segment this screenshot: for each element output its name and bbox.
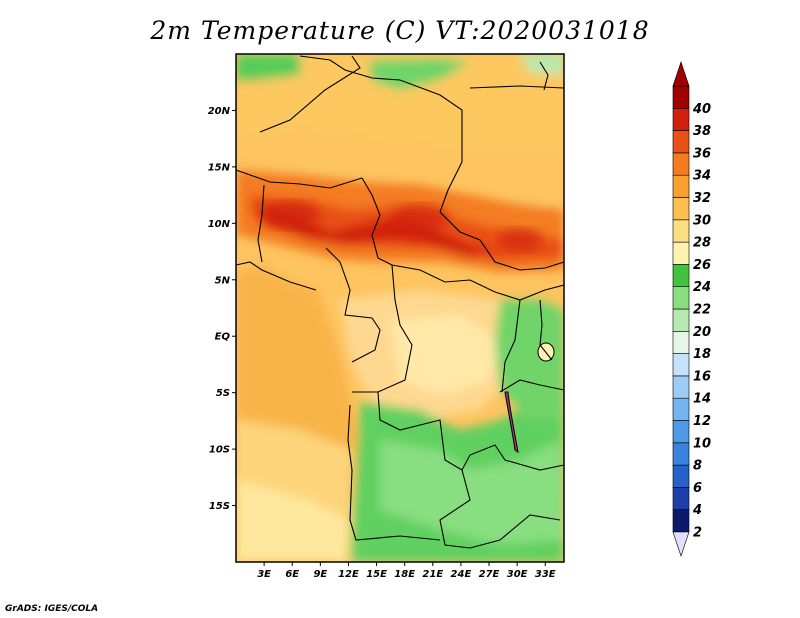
southern-ocean-pale-region [236,480,348,562]
north-green-patch-west [236,54,300,82]
colorbar-segment [672,219,690,243]
axis-ticks: 20N 15N 10N 5N EQ 5S 10S 15S 3E 6E 9E 12E 15E 18E 21E 2… [208,106,556,580]
colorbar-label: 24 [693,280,711,295]
colorbar-segment [672,286,690,310]
colorbar-label: 16 [693,369,711,384]
lon-tick-label: 15E [366,569,387,580]
border-car-drc [391,264,564,301]
lon-tick-label: 24E [451,569,472,580]
colorbar-label: 20 [693,325,711,340]
border-benin [257,184,265,263]
sahel-hottest-core [260,205,500,258]
border-nile-delta [539,61,549,91]
colorbar-label: 26 [693,258,711,273]
lat-tick-label: 5N [215,275,231,286]
border-zambia-south [469,514,561,549]
lon-tick-label: 33E [535,569,556,580]
lat-tick-label: 10S [209,445,230,456]
map-frame [235,53,565,563]
colorbar-segment [672,353,690,377]
north-green-patch-central [370,58,470,90]
coastline-gulf-of-guinea [236,261,317,291]
border-angola-coast [347,404,441,541]
hot-spot-nigeria [260,201,320,229]
border-car-sudan [439,211,564,271]
colorbar-label: 28 [693,236,711,251]
lat-tick-label: 15S [209,501,230,512]
colorbar-segment [672,308,690,332]
colorbar-label: 12 [693,414,711,429]
lon-tick-label: 27E [479,569,500,580]
border-algeria-libya-chad [299,55,463,213]
colorbar-segment [672,264,690,287]
colorbar-label: 8 [693,459,702,474]
lat-tick-label: 5S [216,388,230,399]
colorbar-label: 4 [692,503,702,518]
colorbar-segment [672,487,690,510]
border-drc-uganda-rwanda [501,299,521,393]
east-africa-highlands [495,300,564,420]
colorbar-label: 34 [693,169,711,184]
border-algeria-niger [259,55,361,133]
colorbar-segment [672,464,690,488]
colorbar-label: 22 [693,303,711,318]
lon-tick-label: 18E [394,569,415,580]
border-cameroon-gabon-congo [325,247,381,363]
colorbar-segment [672,509,690,533]
lon-tick-label: 12E [338,569,359,580]
colorbar-segment [672,85,690,109]
border-tanzania-north [499,379,564,393]
colorbar-label: 32 [693,191,711,206]
hot-spot-chad [392,204,448,232]
country-borders [236,55,564,549]
colorbar-under-arrow [672,531,690,557]
colorbar-segment [672,442,690,466]
colorbar-label: 6 [693,481,702,496]
colorbar-segment [672,197,690,221]
map-title: 2m Temperature (C) VT:2020031018 [150,16,650,45]
colorbar-label: 2 [693,526,702,541]
colorbar-label: 40 [692,102,711,117]
lon-tick-label: 21E [422,569,443,580]
temperature-field [236,54,564,562]
colorbar-label: 38 [693,124,711,139]
colorbar-label: 10 [693,436,711,451]
sahara-region [236,54,564,150]
colorbar-segment [672,420,690,444]
colorbar-segment [672,241,690,265]
southern-highlands-light-region [380,440,564,545]
colorbar-segment [672,152,690,176]
border-libya-egypt-north [469,85,564,89]
lon-tick-label: 9E [313,569,327,580]
border-uganda-kenya [539,299,553,361]
lon-tick-label: 6E [285,569,299,580]
grads-credit: GrADS: IGES/COLA [5,604,99,614]
lat-tick-label: EQ [215,332,231,343]
colorbar-label: 36 [693,146,711,161]
lat-tick-label: 15N [208,162,231,173]
colorbar-label: 18 [693,347,711,362]
border-angola-drc-zambia [377,391,471,549]
hot-spot-sudan [498,228,542,252]
colorbar-segment [672,375,690,399]
colorbar-segment [672,174,690,198]
border-nigeria-chad-cameroon [361,177,393,266]
colorbar-segment [672,397,690,421]
lon-tick-label: 3E [257,569,271,580]
border-zambia-tanzania [461,444,564,471]
border-niger-nigeria [236,169,363,189]
colorbar-over-arrow [672,61,690,87]
lat-tick-label: 20N [208,106,231,117]
lake-tanganyika [504,391,519,454]
colorbar-label: 30 [693,213,711,228]
colorbar-label: 14 [693,392,711,407]
colorbar-segment [672,330,690,354]
lon-tick-label: 30E [507,569,528,580]
colorbar-segment [672,130,690,154]
colorbar-segment [672,108,690,131]
lat-tick-label: 10N [208,219,231,230]
congo-pale-region [390,315,500,395]
